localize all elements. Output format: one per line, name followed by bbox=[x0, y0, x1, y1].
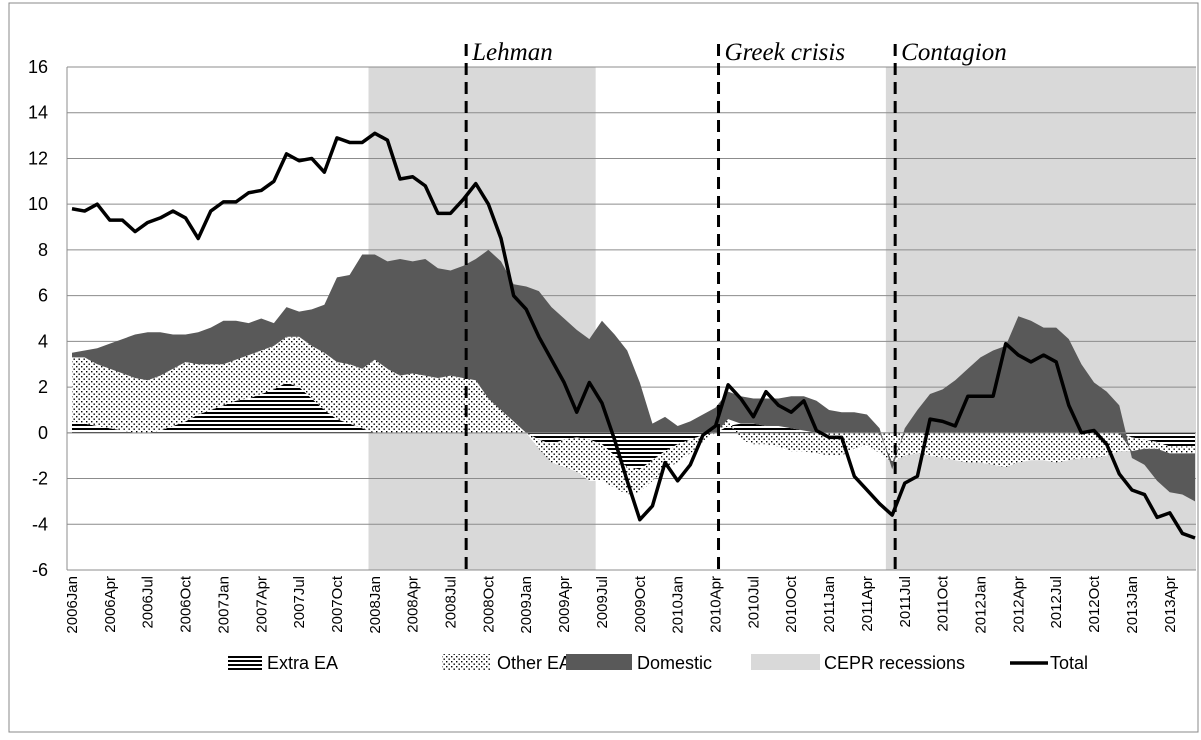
event-label: Contagion bbox=[901, 39, 1007, 66]
legend-swatch bbox=[228, 654, 262, 670]
x-tick-label: 2008Apr bbox=[405, 576, 422, 633]
x-tick-label: 2008Jan bbox=[367, 576, 384, 634]
y-tick-label: 8 bbox=[38, 240, 48, 260]
x-tick-label: 2012Jul bbox=[1048, 576, 1065, 629]
x-tick-label: 2006Apr bbox=[102, 576, 119, 633]
x-tick-label: 2010Apr bbox=[708, 576, 725, 633]
x-tick-label: 2010Jul bbox=[745, 576, 762, 629]
y-tick-label: -2 bbox=[32, 469, 48, 489]
legend-label: Other EA bbox=[497, 653, 571, 673]
event-label: Greek crisis bbox=[725, 39, 846, 66]
y-tick-label: 2 bbox=[38, 377, 48, 397]
area bbox=[72, 382, 1195, 470]
x-tick-label: 2013Jan bbox=[1124, 576, 1141, 634]
x-tick-label: 2007Jan bbox=[215, 576, 232, 634]
x-tick-label: 2011Apr bbox=[859, 576, 876, 632]
x-tick-label: 2008Jul bbox=[443, 576, 460, 629]
x-tick-label: 2007Jul bbox=[291, 576, 308, 629]
legend-swatch bbox=[566, 654, 632, 670]
x-tick-label: 2006Oct bbox=[178, 575, 195, 633]
legend-label: Extra EA bbox=[267, 653, 338, 673]
y-tick-label: -6 bbox=[32, 560, 48, 580]
legend-label: Total bbox=[1050, 653, 1088, 673]
x-tick-label: 2010Jan bbox=[670, 576, 687, 634]
x-tick-label: 2007Apr bbox=[253, 576, 270, 633]
x-tick-label: 2006Jan bbox=[64, 576, 81, 634]
total-line bbox=[71, 131, 1196, 540]
legend-swatch bbox=[751, 654, 820, 670]
y-tick-label: 14 bbox=[28, 103, 48, 123]
event-label: Lehman bbox=[471, 39, 553, 66]
x-tick-label: 2013Apr bbox=[1162, 576, 1179, 633]
x-tick-label: 2012Apr bbox=[1010, 576, 1027, 633]
y-tick-label: 16 bbox=[28, 57, 48, 77]
y-tick-label: 6 bbox=[38, 286, 48, 306]
recession-band bbox=[885, 67, 1196, 570]
x-tick-label: 2009Jul bbox=[594, 576, 611, 629]
y-tick-label: -4 bbox=[32, 514, 48, 534]
legend-swatch bbox=[442, 654, 490, 670]
area bbox=[72, 249, 1195, 502]
x-tick-label: 2011Jan bbox=[821, 576, 838, 632]
x-tick-label: 2011Jul bbox=[897, 576, 914, 627]
x-tick-label: 2012Jan bbox=[972, 576, 989, 634]
x-tick-label: 2007Oct bbox=[329, 575, 346, 633]
y-tick-label: 10 bbox=[28, 194, 48, 214]
x-tick-label: 2009Apr bbox=[556, 576, 573, 633]
legend-label: CEPR recessions bbox=[824, 653, 965, 673]
legend-label: Domestic bbox=[637, 653, 712, 673]
y-tick-label: 12 bbox=[28, 148, 48, 168]
x-tick-label: 2009Oct bbox=[632, 575, 649, 633]
x-tick-label: 2010Oct bbox=[783, 575, 800, 633]
x-tick-label: 2008Oct bbox=[480, 575, 497, 633]
y-tick-label: 4 bbox=[38, 331, 48, 351]
x-tick-label: 2012Oct bbox=[1086, 575, 1103, 633]
x-tick-label: 2011Oct bbox=[935, 575, 952, 631]
x-tick-label: 2006Jul bbox=[140, 576, 157, 629]
area bbox=[72, 336, 1195, 495]
x-tick-label: 2009Jan bbox=[518, 576, 535, 634]
y-tick-label: 0 bbox=[38, 423, 48, 443]
